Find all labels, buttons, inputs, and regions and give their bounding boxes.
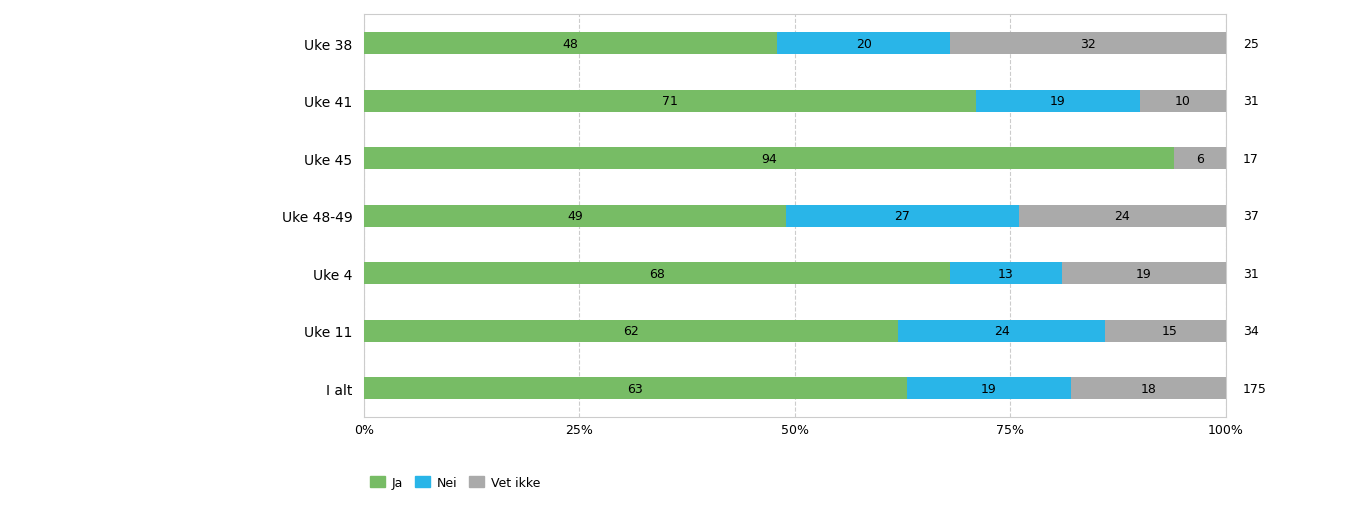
Text: 34: 34 bbox=[1243, 325, 1258, 337]
Bar bbox=[950, 33, 1226, 55]
Text: 20: 20 bbox=[855, 38, 872, 50]
Text: 24: 24 bbox=[1114, 210, 1130, 223]
Text: 19: 19 bbox=[1136, 267, 1152, 280]
Text: 31: 31 bbox=[1243, 95, 1258, 108]
Bar bbox=[787, 206, 1018, 227]
Bar bbox=[907, 378, 1071, 400]
Bar bbox=[1061, 263, 1226, 285]
Bar bbox=[364, 91, 975, 112]
Text: 15: 15 bbox=[1162, 325, 1177, 337]
Bar bbox=[1140, 91, 1226, 112]
Bar bbox=[1071, 378, 1226, 400]
Text: 27: 27 bbox=[894, 210, 911, 223]
Text: 6: 6 bbox=[1196, 152, 1204, 165]
Bar bbox=[364, 320, 898, 342]
Text: 32: 32 bbox=[1080, 38, 1095, 50]
Bar bbox=[975, 91, 1140, 112]
Bar bbox=[1018, 206, 1226, 227]
Text: 71: 71 bbox=[661, 95, 678, 108]
Bar bbox=[1175, 148, 1226, 170]
Text: 48: 48 bbox=[563, 38, 578, 50]
Text: 62: 62 bbox=[624, 325, 638, 337]
Text: 37: 37 bbox=[1243, 210, 1259, 223]
Text: 175: 175 bbox=[1243, 382, 1268, 395]
Bar bbox=[898, 320, 1105, 342]
Text: 19: 19 bbox=[981, 382, 997, 395]
Text: 19: 19 bbox=[1049, 95, 1065, 108]
Text: 63: 63 bbox=[628, 382, 643, 395]
Bar bbox=[364, 206, 787, 227]
Text: 94: 94 bbox=[761, 152, 777, 165]
Bar bbox=[364, 378, 907, 400]
Bar bbox=[1105, 320, 1234, 342]
Bar bbox=[950, 263, 1061, 285]
Text: 24: 24 bbox=[994, 325, 1009, 337]
Text: 68: 68 bbox=[649, 267, 664, 280]
Text: 13: 13 bbox=[998, 267, 1014, 280]
Text: 10: 10 bbox=[1175, 95, 1191, 108]
Text: 31: 31 bbox=[1243, 267, 1258, 280]
Bar bbox=[364, 33, 777, 55]
Text: 49: 49 bbox=[567, 210, 583, 223]
Text: 25: 25 bbox=[1243, 38, 1259, 50]
Text: 18: 18 bbox=[1141, 382, 1156, 395]
Bar bbox=[777, 33, 950, 55]
Legend: Ja, Nei, Vet ikke: Ja, Nei, Vet ikke bbox=[370, 476, 540, 489]
Bar bbox=[364, 263, 950, 285]
Bar bbox=[364, 148, 1175, 170]
Text: 17: 17 bbox=[1243, 152, 1259, 165]
